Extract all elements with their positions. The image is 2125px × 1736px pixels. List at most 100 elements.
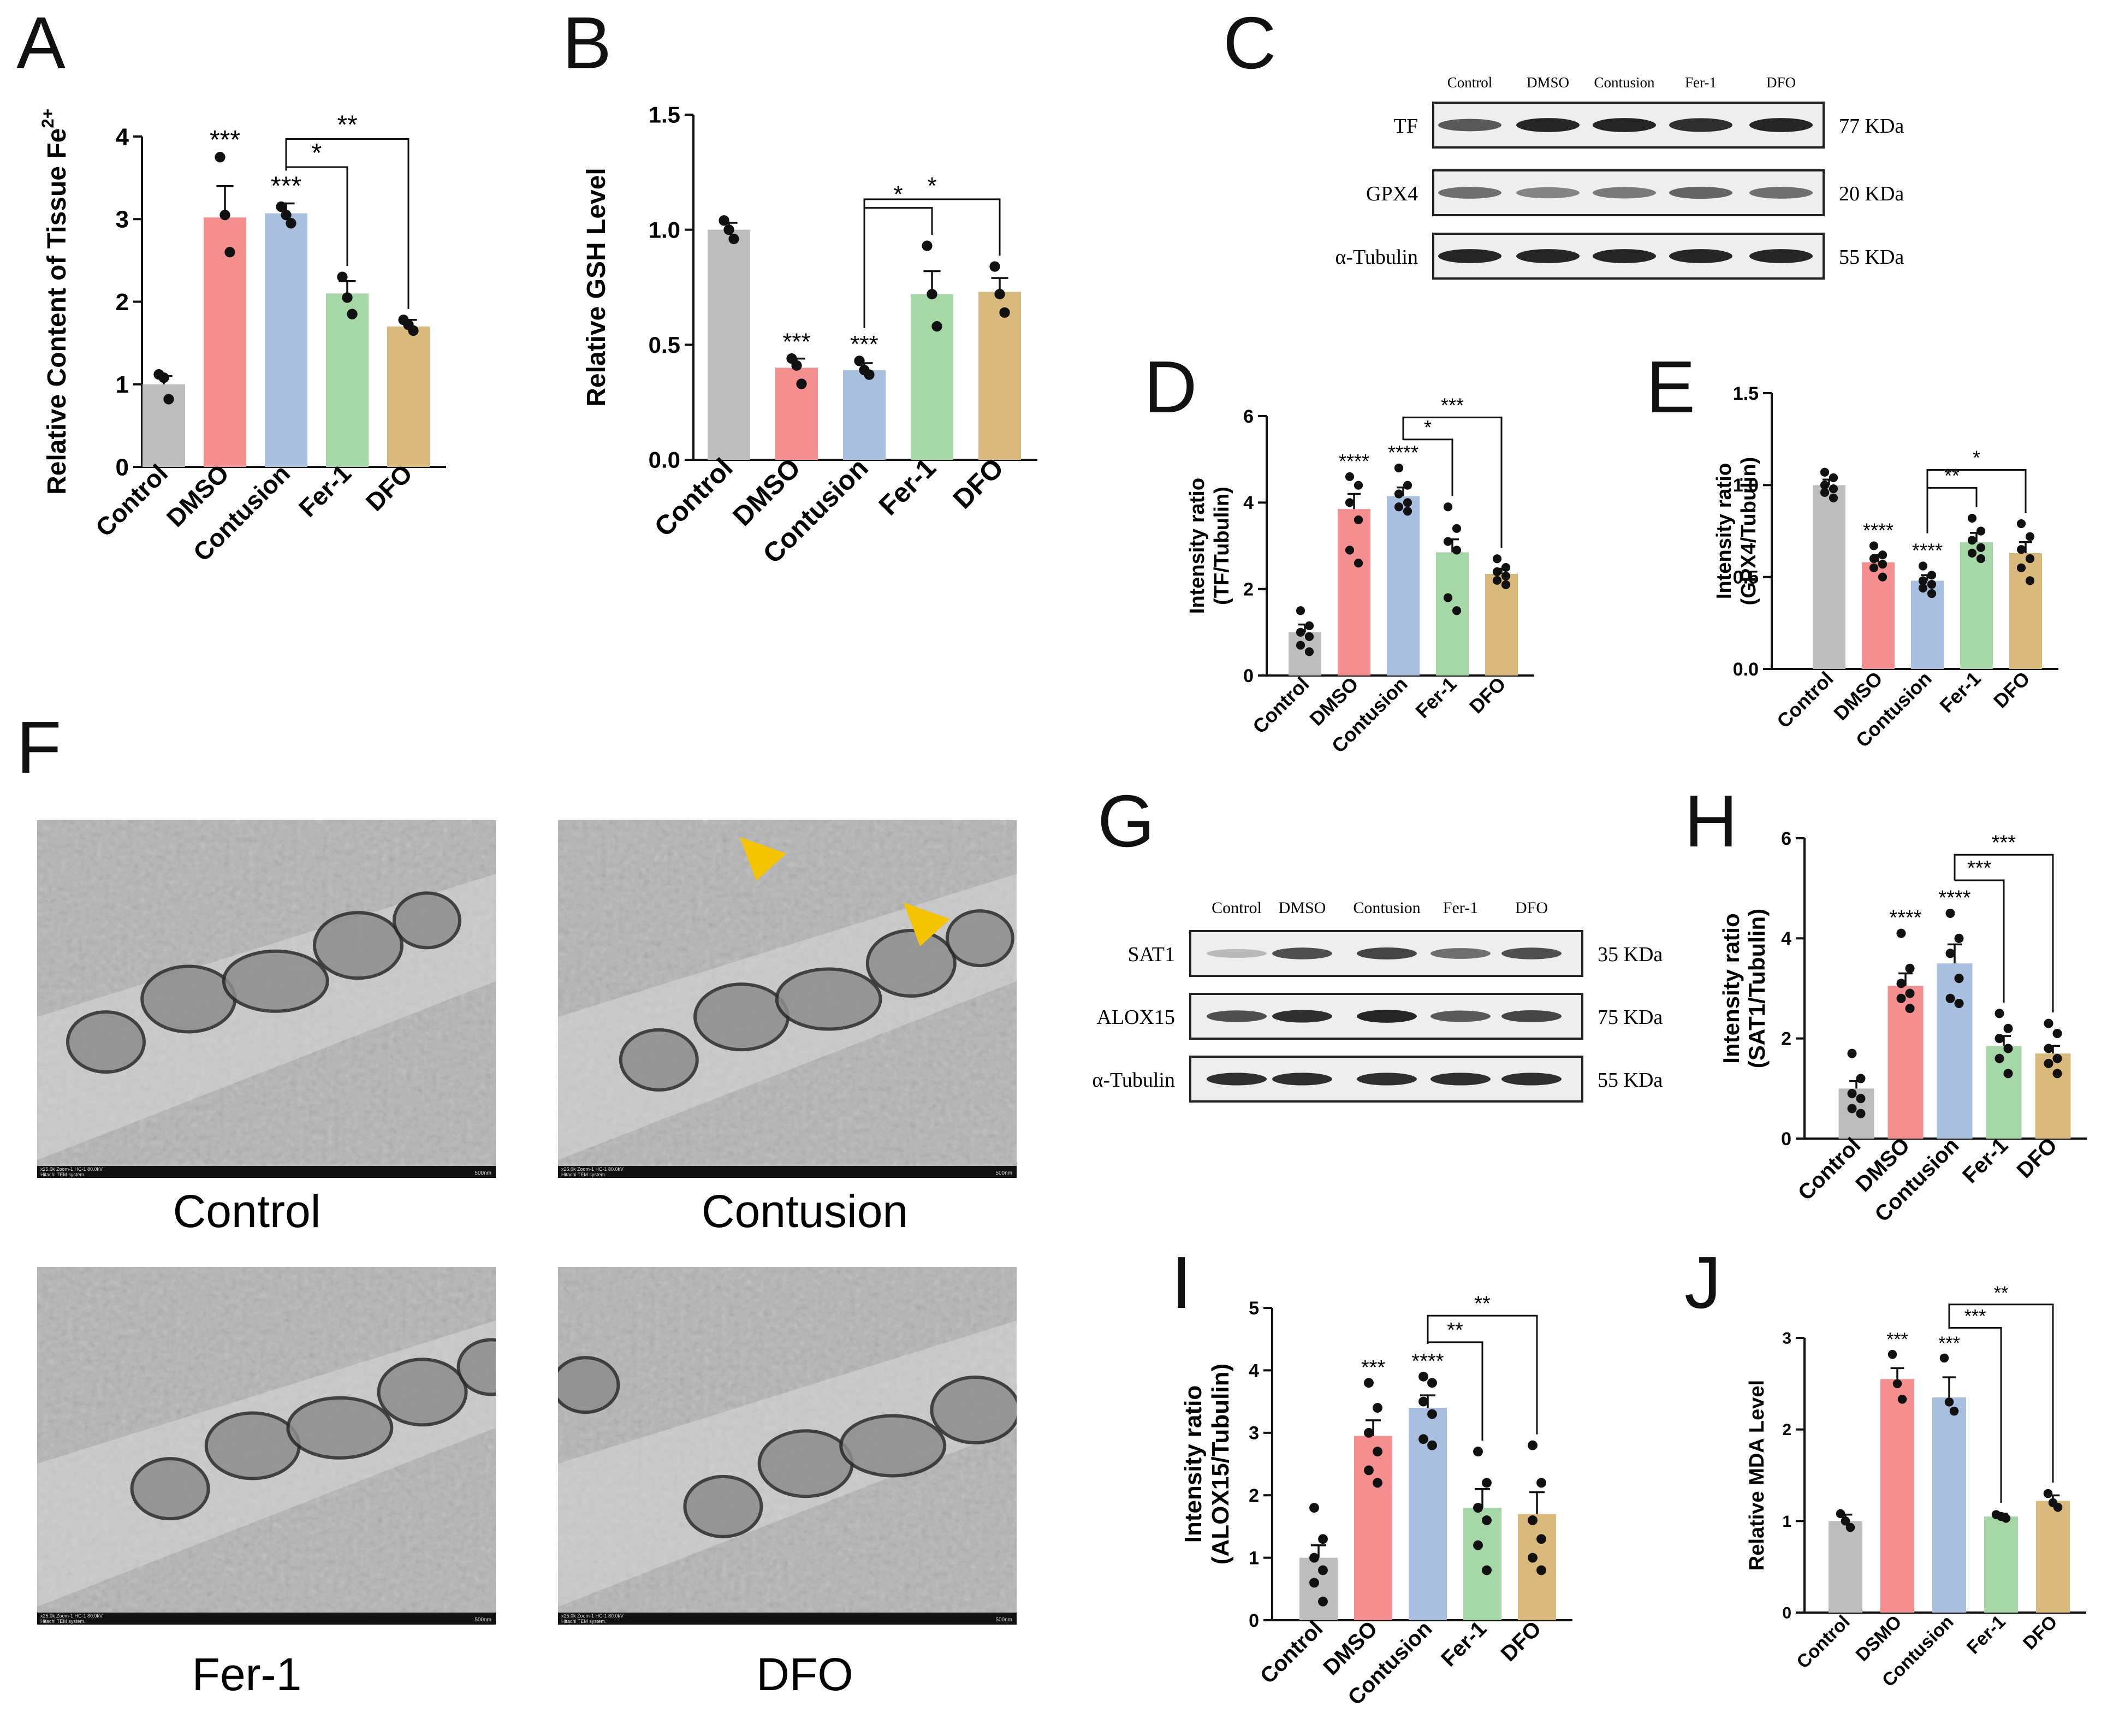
- panel-letter-i: I: [1171, 1241, 1192, 1324]
- data-point: [1896, 928, 1906, 938]
- data-point: [2025, 554, 2035, 564]
- tem-caption: Control: [173, 1186, 321, 1237]
- data-point: [1927, 580, 1937, 589]
- data-point: [1318, 1534, 1328, 1544]
- blot-row-label: α-Tubulin: [1335, 246, 1418, 269]
- significance-label: ***: [850, 331, 878, 358]
- data-point: [2044, 1058, 2053, 1069]
- y-axis-label-superscript: 2+: [38, 109, 57, 128]
- data-point: [791, 360, 802, 371]
- bar-dfo: [2009, 553, 2042, 669]
- blot-row-label: α-Tubulin: [1092, 1069, 1175, 1092]
- data-point: [1492, 554, 1502, 564]
- data-point: [1492, 576, 1502, 585]
- mitochondrion: [558, 1356, 620, 1414]
- data-point: [1944, 1397, 1954, 1407]
- y-tick-label: 0: [1243, 666, 1254, 686]
- lane-label: DFO: [1515, 899, 1548, 917]
- lane-label: DMSO: [1527, 74, 1569, 91]
- bar-contusion: [1387, 496, 1420, 676]
- lane-label: Contusion: [1594, 74, 1655, 91]
- panel-letter-f: F: [16, 706, 61, 789]
- tem-info-text: x25.0k Zoom-1 HC-1 80.0kV: [40, 1613, 103, 1619]
- blot-band: [1501, 1010, 1562, 1022]
- bar-fer-1: [1960, 542, 1993, 669]
- category-label: Fer-1: [293, 459, 357, 522]
- significance-label: ****: [1938, 887, 1970, 910]
- panel-letter-d: D: [1144, 346, 1197, 428]
- y-tick-label: 0.0: [1733, 659, 1759, 680]
- panel-letter-g: G: [1097, 780, 1155, 862]
- y-tick-label: 2: [1781, 1029, 1791, 1050]
- data-point: [2016, 545, 2026, 554]
- data-point: [1967, 536, 1977, 545]
- bar-control: [1299, 1557, 1338, 1620]
- blot-row-label: GPX4: [1366, 182, 1418, 205]
- data-point: [1918, 561, 1928, 571]
- data-point: [1403, 498, 1412, 507]
- mitochondrion: [204, 1411, 301, 1480]
- data-point: [1473, 1447, 1483, 1457]
- blot-band: [1516, 249, 1580, 263]
- data-point: [1945, 908, 1955, 919]
- data-point: [796, 378, 807, 389]
- data-point: [1452, 524, 1462, 533]
- category-label: Control: [1792, 1611, 1854, 1673]
- blot-band: [1669, 118, 1732, 132]
- lane-label: DFO: [1766, 74, 1796, 91]
- data-point: [1296, 641, 1305, 650]
- tem-info-text: x25.0k Zoom-1 HC-1 80.0kV: [561, 1613, 624, 1619]
- tem-info-text-2: Hitachi TEM system.: [40, 1172, 85, 1177]
- tem-info-bar: [37, 1166, 496, 1178]
- tem-caption: DFO: [756, 1649, 853, 1700]
- mitochondrion: [683, 1474, 763, 1538]
- y-axis-label: Relative Content of Tissue Fe2+: [38, 109, 72, 495]
- y-tick-label: 3: [1249, 1423, 1259, 1444]
- y-axis-label: Intensity ratio: [1718, 913, 1744, 1063]
- bar-control: [1813, 485, 1845, 669]
- bar-control: [143, 384, 185, 467]
- mitochondrion: [865, 929, 957, 998]
- data-point: [1418, 1396, 1428, 1407]
- data-point: [2044, 1018, 2053, 1028]
- tem-info-text: x25.0k Zoom-1 HC-1 80.0kV: [40, 1166, 103, 1172]
- bar-control: [1289, 632, 1321, 676]
- data-point: [1976, 554, 1986, 564]
- bracket-significance-label: *: [1424, 416, 1432, 439]
- y-axis-label: Intensity ratio: [1713, 463, 1736, 599]
- lane-label: Fer-1: [1443, 899, 1478, 917]
- blot-band: [1516, 118, 1580, 132]
- mitochondrion: [313, 911, 403, 980]
- data-point: [2053, 1502, 2063, 1512]
- bracket-significance-label: **: [1447, 1319, 1463, 1342]
- data-point: [1829, 484, 1838, 494]
- tem-caption: Fer-1: [192, 1649, 302, 1700]
- y-tick-label: 3: [1782, 1330, 1791, 1348]
- mitochondrion: [619, 1028, 699, 1092]
- mitochondrion: [757, 1429, 854, 1498]
- tem-caption: Contusion: [702, 1186, 908, 1237]
- y-tick-label: 4: [116, 123, 129, 150]
- molecular-weight-label: 55 KDa: [1839, 246, 1904, 269]
- data-point: [864, 369, 875, 380]
- data-point: [1954, 974, 1964, 983]
- category-label: Fer-1: [1935, 667, 1985, 717]
- comparison-bracket: [1427, 1314, 1538, 1435]
- comparison-bracket: [863, 198, 1001, 328]
- blot-band: [1430, 948, 1491, 959]
- data-point: [286, 218, 296, 229]
- data-point: [1927, 589, 1937, 599]
- category-label: Control: [1794, 1133, 1866, 1205]
- data-point: [347, 309, 358, 319]
- data-point: [1443, 537, 1453, 546]
- data-point: [1427, 1378, 1437, 1388]
- data-point: [163, 394, 174, 405]
- mitochondrion: [222, 949, 329, 1013]
- data-point: [719, 215, 729, 226]
- tem-scale-label: 500nm: [995, 1617, 1012, 1623]
- blot-band: [1669, 249, 1732, 263]
- bar-dfo: [978, 292, 1021, 460]
- data-point: [1939, 1353, 1949, 1363]
- data-point: [1403, 507, 1412, 516]
